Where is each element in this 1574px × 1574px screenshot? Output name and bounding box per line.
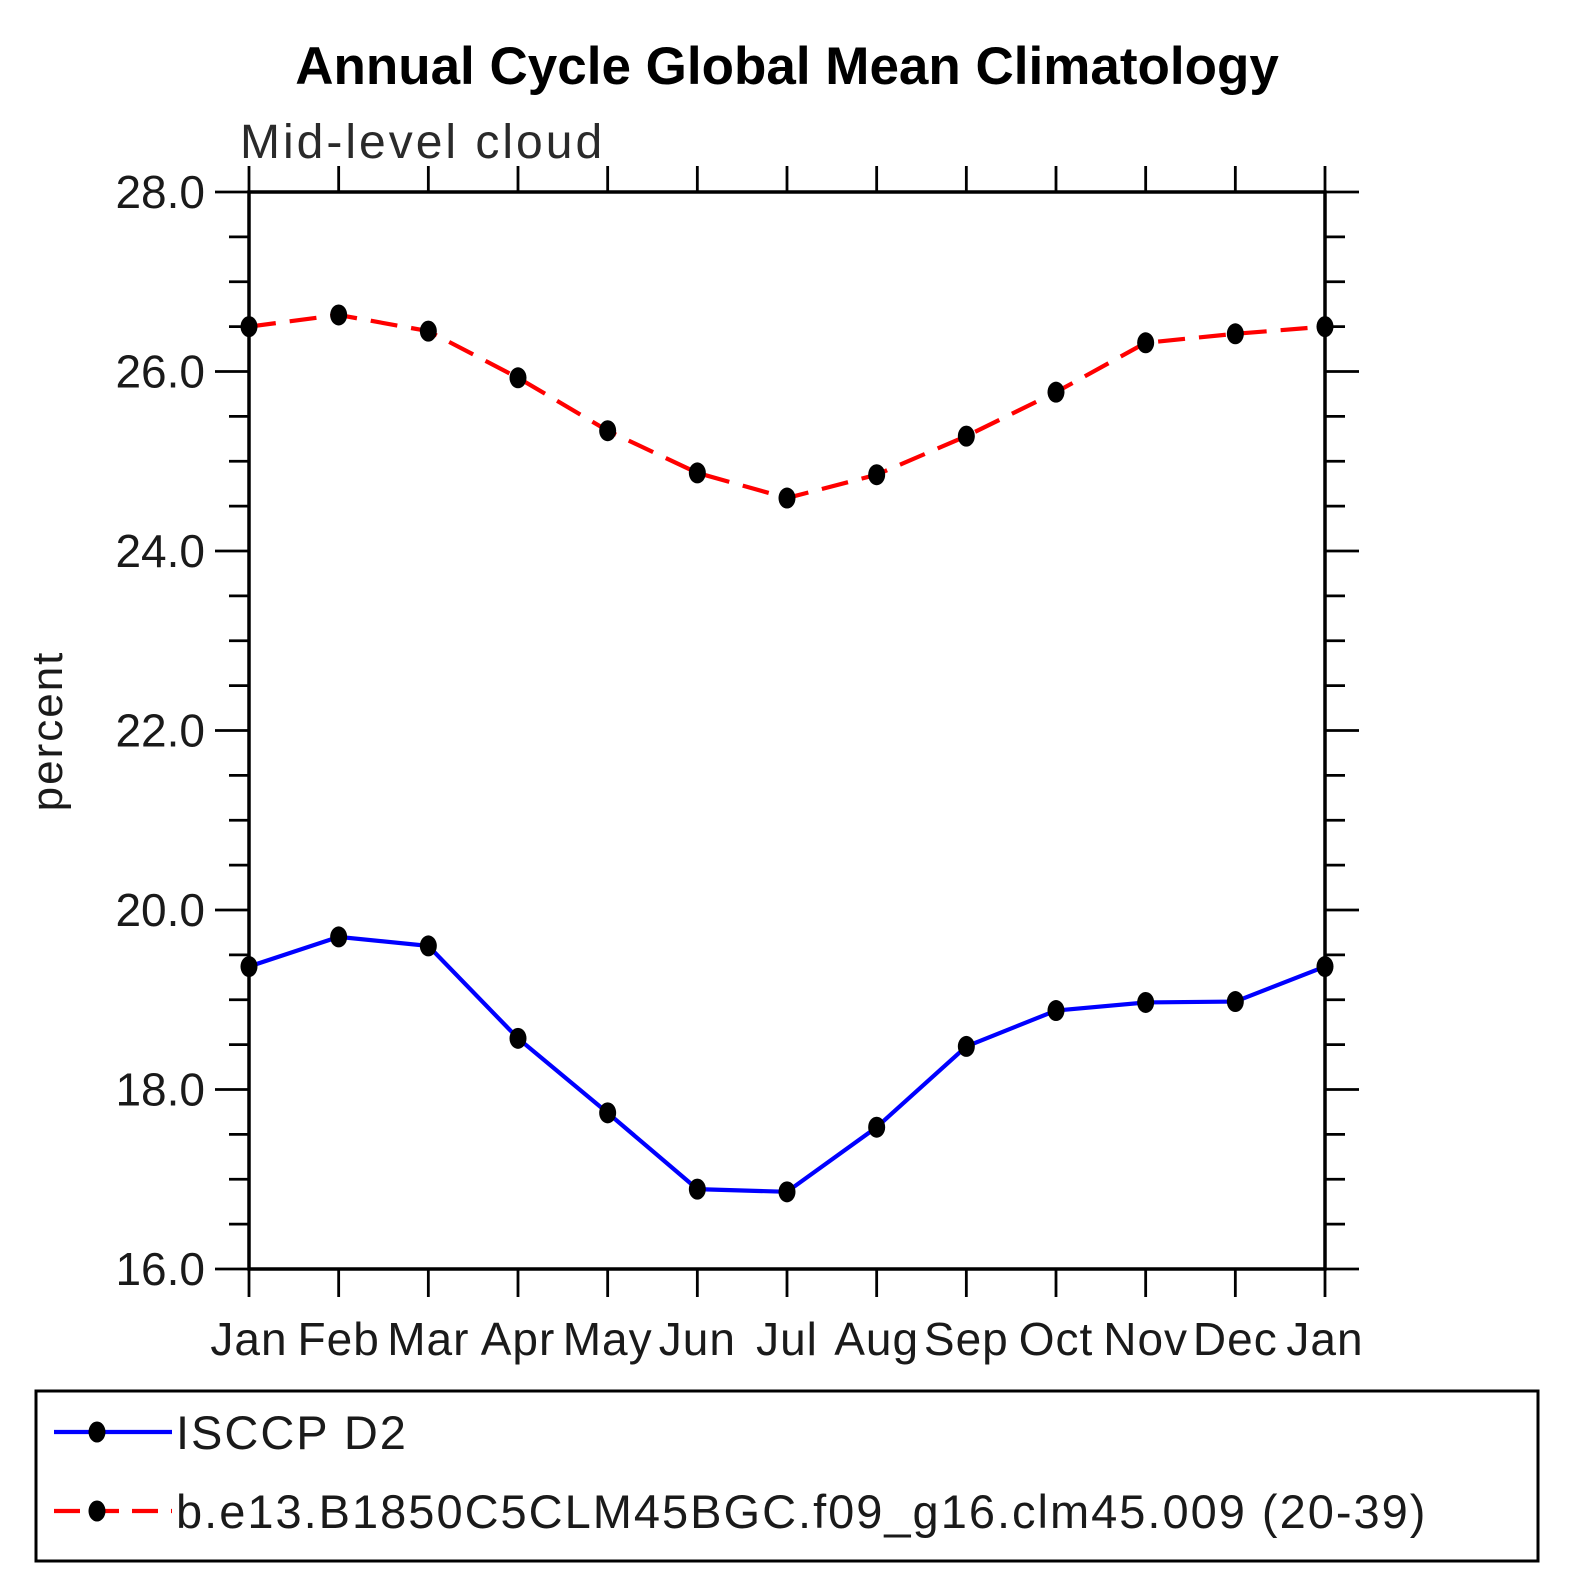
x-tick-label: Jul xyxy=(756,1313,818,1365)
x-tick-label: Dec xyxy=(1193,1313,1278,1365)
x-tick-label: Nov xyxy=(1103,1313,1188,1365)
data-point-marker xyxy=(599,1102,617,1124)
data-point-marker xyxy=(868,464,886,486)
data-point-marker xyxy=(1047,381,1065,403)
x-tick-label: Aug xyxy=(834,1313,919,1365)
data-point-marker xyxy=(509,367,527,389)
x-tick-label: Jan xyxy=(210,1313,287,1365)
y-tick-label: 16.0 xyxy=(115,1243,205,1295)
x-tick-label: Apr xyxy=(481,1313,556,1365)
x-tick-label: Jun xyxy=(659,1313,736,1365)
data-point-marker xyxy=(419,935,437,957)
data-point-marker xyxy=(957,425,975,447)
legend-samples xyxy=(54,1421,172,1522)
data-point-marker xyxy=(419,320,437,342)
legend-label-model-run: b.e13.B1850C5CLM45BGC.f09_g16.clm45.009 … xyxy=(176,1485,1427,1538)
x-tick-label: May xyxy=(563,1313,653,1365)
data-point-marker xyxy=(778,487,796,509)
x-tick-label: Jan xyxy=(1286,1313,1363,1365)
data-point-marker xyxy=(688,462,706,484)
plot-area: Jan Feb Mar Apr May Jun Jul Aug Sep Oct Nov Dec Jan2… xyxy=(115,166,1363,1365)
y-tick-label: 28.0 xyxy=(115,166,205,218)
data-point-marker xyxy=(240,316,258,338)
y-tick-label: 24.0 xyxy=(115,525,205,577)
data-point-marker xyxy=(330,926,348,948)
legend-sample-marker xyxy=(88,1500,106,1522)
data-point-marker xyxy=(688,1178,706,1200)
data-point-marker xyxy=(1137,332,1155,354)
series-line-isccp-d2 xyxy=(248,934,1326,1194)
data-point-marker xyxy=(778,1181,796,1203)
y-tick-label: 20.0 xyxy=(115,884,205,936)
legend-border xyxy=(34,1389,1540,1563)
legend-label-isccp-d2: ISCCP D2 xyxy=(176,1406,408,1459)
axis-frame xyxy=(247,190,1327,1271)
legend-sample-marker xyxy=(88,1421,106,1443)
data-point-marker xyxy=(330,304,348,326)
data-point-marker xyxy=(509,1027,527,1049)
data-point-marker xyxy=(1316,316,1334,338)
data-point-marker xyxy=(599,420,617,442)
data-point-marker xyxy=(1047,1000,1065,1022)
series-line-model-run xyxy=(248,312,1326,501)
data-point-marker xyxy=(1226,323,1244,345)
y-axis-label: percent xyxy=(23,651,72,812)
data-point-marker xyxy=(1316,956,1334,978)
legend: ISCCP D2 b.e13.B1850C5CLM45BGC.f09_g16.c… xyxy=(34,1389,1540,1563)
x-tick-label: Mar xyxy=(387,1313,469,1365)
x-tick-label: Sep xyxy=(924,1313,1009,1365)
data-point-marker xyxy=(1137,991,1155,1013)
y-tick-label: 18.0 xyxy=(115,1064,205,1116)
data-point-marker xyxy=(868,1116,886,1138)
data-point-marker xyxy=(957,1035,975,1057)
chart-title: Annual Cycle Global Mean Climatology xyxy=(295,37,1279,96)
data-point-marker xyxy=(240,956,258,978)
x-tick-label: Feb xyxy=(298,1313,380,1365)
data-point-marker xyxy=(1226,991,1244,1013)
chart-subtitle: Mid-level cloud xyxy=(240,116,605,169)
y-tick-label: 26.0 xyxy=(115,346,205,398)
y-tick-label: 22.0 xyxy=(115,705,205,757)
x-tick-label: Oct xyxy=(1019,1313,1094,1365)
